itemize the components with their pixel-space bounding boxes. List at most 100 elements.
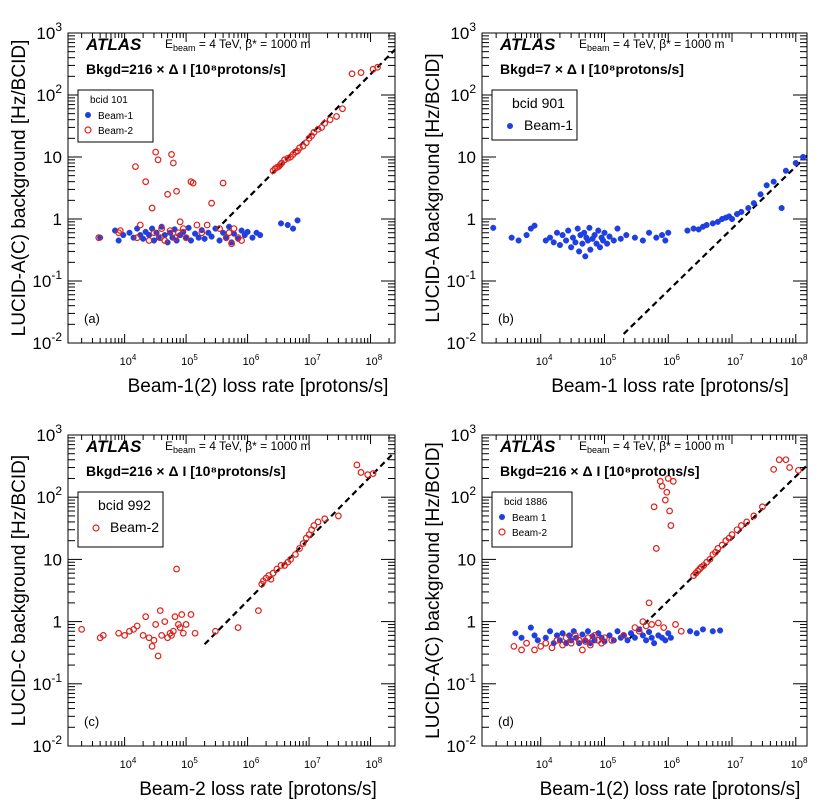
data-point bbox=[281, 156, 288, 164]
data-point bbox=[234, 624, 242, 632]
data-point bbox=[219, 179, 227, 187]
data-point bbox=[244, 228, 251, 235]
data-point bbox=[660, 624, 668, 632]
y-tick-label: 1 bbox=[53, 210, 62, 229]
data-point bbox=[187, 611, 195, 618]
y-tick-label: 10 bbox=[457, 550, 476, 569]
data-point bbox=[139, 631, 147, 639]
data-point bbox=[782, 167, 789, 174]
data-point bbox=[559, 232, 566, 239]
data-point bbox=[665, 229, 672, 236]
data-point bbox=[642, 622, 650, 630]
data-point bbox=[709, 628, 716, 635]
conditions-label: Ebeam = 4 TeV, β* = 1000 m bbox=[579, 439, 725, 455]
data-point bbox=[140, 235, 147, 242]
panel-a: 104 105 106 107 108 10-2 10-1 1 10 102 103 LUCID-A(… bbox=[9, 20, 396, 397]
data-point bbox=[738, 208, 745, 215]
data-point bbox=[537, 642, 545, 650]
y-tick-label: 103 bbox=[36, 20, 62, 43]
data-point bbox=[553, 229, 561, 236]
data-point bbox=[645, 229, 653, 236]
data-point bbox=[598, 639, 605, 647]
data-point bbox=[267, 575, 275, 583]
data-point bbox=[574, 225, 581, 232]
legend-title: bcid 901 bbox=[512, 95, 565, 111]
x-tick-label: 106 bbox=[243, 756, 260, 771]
data-point bbox=[299, 540, 307, 547]
plot-area bbox=[510, 456, 807, 654]
panel-b: 104 105 106 107 108 10-2 10-1 1 10 102 103 LUCID-A … bbox=[423, 20, 808, 397]
y-tick-label: 10-2 bbox=[32, 733, 62, 756]
x-axis-label: Beam-1 loss rate [protons/s] bbox=[551, 376, 789, 397]
y-tick-label: 103 bbox=[36, 422, 62, 445]
data-point bbox=[728, 531, 736, 539]
data-point bbox=[717, 627, 724, 634]
data-point bbox=[582, 253, 589, 260]
y-tick-label: 10 bbox=[43, 550, 62, 569]
x-tick-label: 108 bbox=[791, 353, 808, 368]
data-point bbox=[627, 630, 634, 637]
y-tick-label: 102 bbox=[450, 82, 476, 105]
x-tick-label: 107 bbox=[304, 353, 321, 368]
data-point bbox=[586, 641, 594, 649]
data-point bbox=[203, 221, 211, 229]
data-point bbox=[171, 234, 179, 242]
data-point bbox=[154, 156, 162, 164]
data-point bbox=[531, 632, 538, 639]
data-point bbox=[763, 182, 770, 189]
x-tick-label: 107 bbox=[304, 756, 321, 771]
data-point bbox=[653, 234, 660, 241]
data-point bbox=[665, 630, 672, 637]
data-point bbox=[156, 607, 164, 615]
data-point bbox=[550, 239, 557, 246]
data-point bbox=[559, 630, 566, 637]
y-tick-label: 10 bbox=[457, 148, 476, 167]
data-point bbox=[169, 159, 177, 167]
data-point bbox=[523, 232, 530, 239]
data-point bbox=[195, 234, 202, 241]
data-point bbox=[733, 526, 741, 534]
legend-marker bbox=[84, 126, 92, 134]
data-point bbox=[587, 246, 594, 253]
data-point bbox=[99, 631, 107, 639]
data-point bbox=[757, 191, 764, 198]
legend: bcid 901 Beam-1 bbox=[491, 89, 578, 141]
series-beam-2 bbox=[95, 63, 381, 248]
data-point bbox=[666, 507, 673, 515]
series-beam-1 bbox=[490, 153, 807, 260]
data-point bbox=[775, 456, 783, 464]
data-point bbox=[750, 512, 758, 520]
data-point bbox=[150, 237, 157, 244]
x-tick-label: 104 bbox=[120, 353, 137, 368]
data-point bbox=[185, 224, 192, 231]
data-point bbox=[591, 631, 599, 639]
data-point bbox=[639, 237, 646, 244]
x-axis-label: Beam-1(2) loss rate [protons/s] bbox=[540, 779, 801, 800]
data-point bbox=[669, 477, 677, 485]
data-point bbox=[161, 618, 169, 625]
data-point bbox=[572, 631, 579, 639]
data-point bbox=[152, 148, 160, 156]
data-point bbox=[212, 627, 219, 635]
data-point bbox=[610, 237, 617, 244]
data-point bbox=[709, 220, 716, 227]
data-point bbox=[786, 464, 793, 471]
data-point bbox=[706, 556, 714, 563]
y-tick-label: 103 bbox=[450, 20, 476, 43]
data-point bbox=[759, 503, 766, 511]
data-point bbox=[531, 646, 538, 654]
data-point bbox=[164, 190, 171, 198]
data-point bbox=[321, 515, 329, 523]
data-point bbox=[565, 227, 572, 234]
data-point bbox=[658, 482, 666, 490]
data-point bbox=[743, 518, 751, 526]
data-point bbox=[548, 644, 556, 652]
data-point bbox=[198, 229, 206, 237]
conditions-label: Ebeam = 4 TeV, β* = 1000 m bbox=[165, 439, 311, 455]
data-point bbox=[523, 639, 530, 647]
legend-entry: Beam-1 bbox=[98, 111, 133, 122]
data-point bbox=[631, 624, 639, 632]
data-point bbox=[563, 237, 570, 244]
legend-entry: Beam-2 bbox=[98, 126, 133, 137]
fit-line bbox=[214, 48, 395, 232]
